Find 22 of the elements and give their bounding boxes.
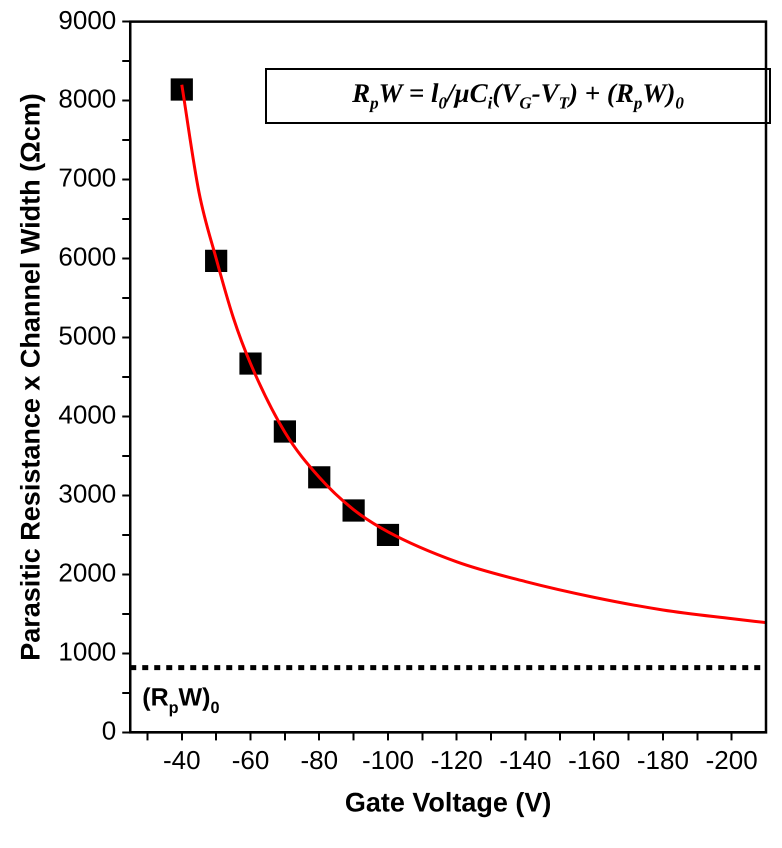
y-tick-label: 6000 [58, 242, 116, 272]
x-tick-label: -40 [163, 745, 201, 776]
y-tick-label: 8000 [58, 84, 116, 114]
x-tick-label: -180 [636, 745, 689, 776]
y-tick-label: 1000 [58, 636, 116, 667]
y-tick-label: 7000 [58, 162, 116, 193]
y-axis-title: Parasitic Resistance x Channel Width (Ωcm) [16, 93, 46, 661]
y-tick-label: 5000 [58, 320, 116, 351]
x-axis-title: Gate Voltage (V) [344, 787, 552, 818]
x-tick-label: -140 [499, 745, 552, 776]
x-tick-label: -60 [232, 745, 270, 776]
x-tick-label: -200 [706, 745, 758, 776]
x-tick-label: -100 [362, 745, 414, 776]
y-tick-label: 3000 [58, 478, 116, 509]
x-tick-label: -80 [300, 745, 338, 776]
y-tick-label: 2000 [58, 558, 116, 588]
y-tick-label: 9000 [58, 4, 116, 35]
y-tick-label: 4000 [58, 400, 116, 430]
x-tick-label: -120 [430, 745, 483, 776]
text: R$_{p}$W = l$_{0}$/μC$_{i}$(V$_{G}$-V$_{T}$) + (R$_{p}$W)$_{0}$ [352, 78, 684, 113]
x-tick-label: -160 [568, 745, 620, 776]
y-tick-label: 0 [102, 716, 116, 746]
